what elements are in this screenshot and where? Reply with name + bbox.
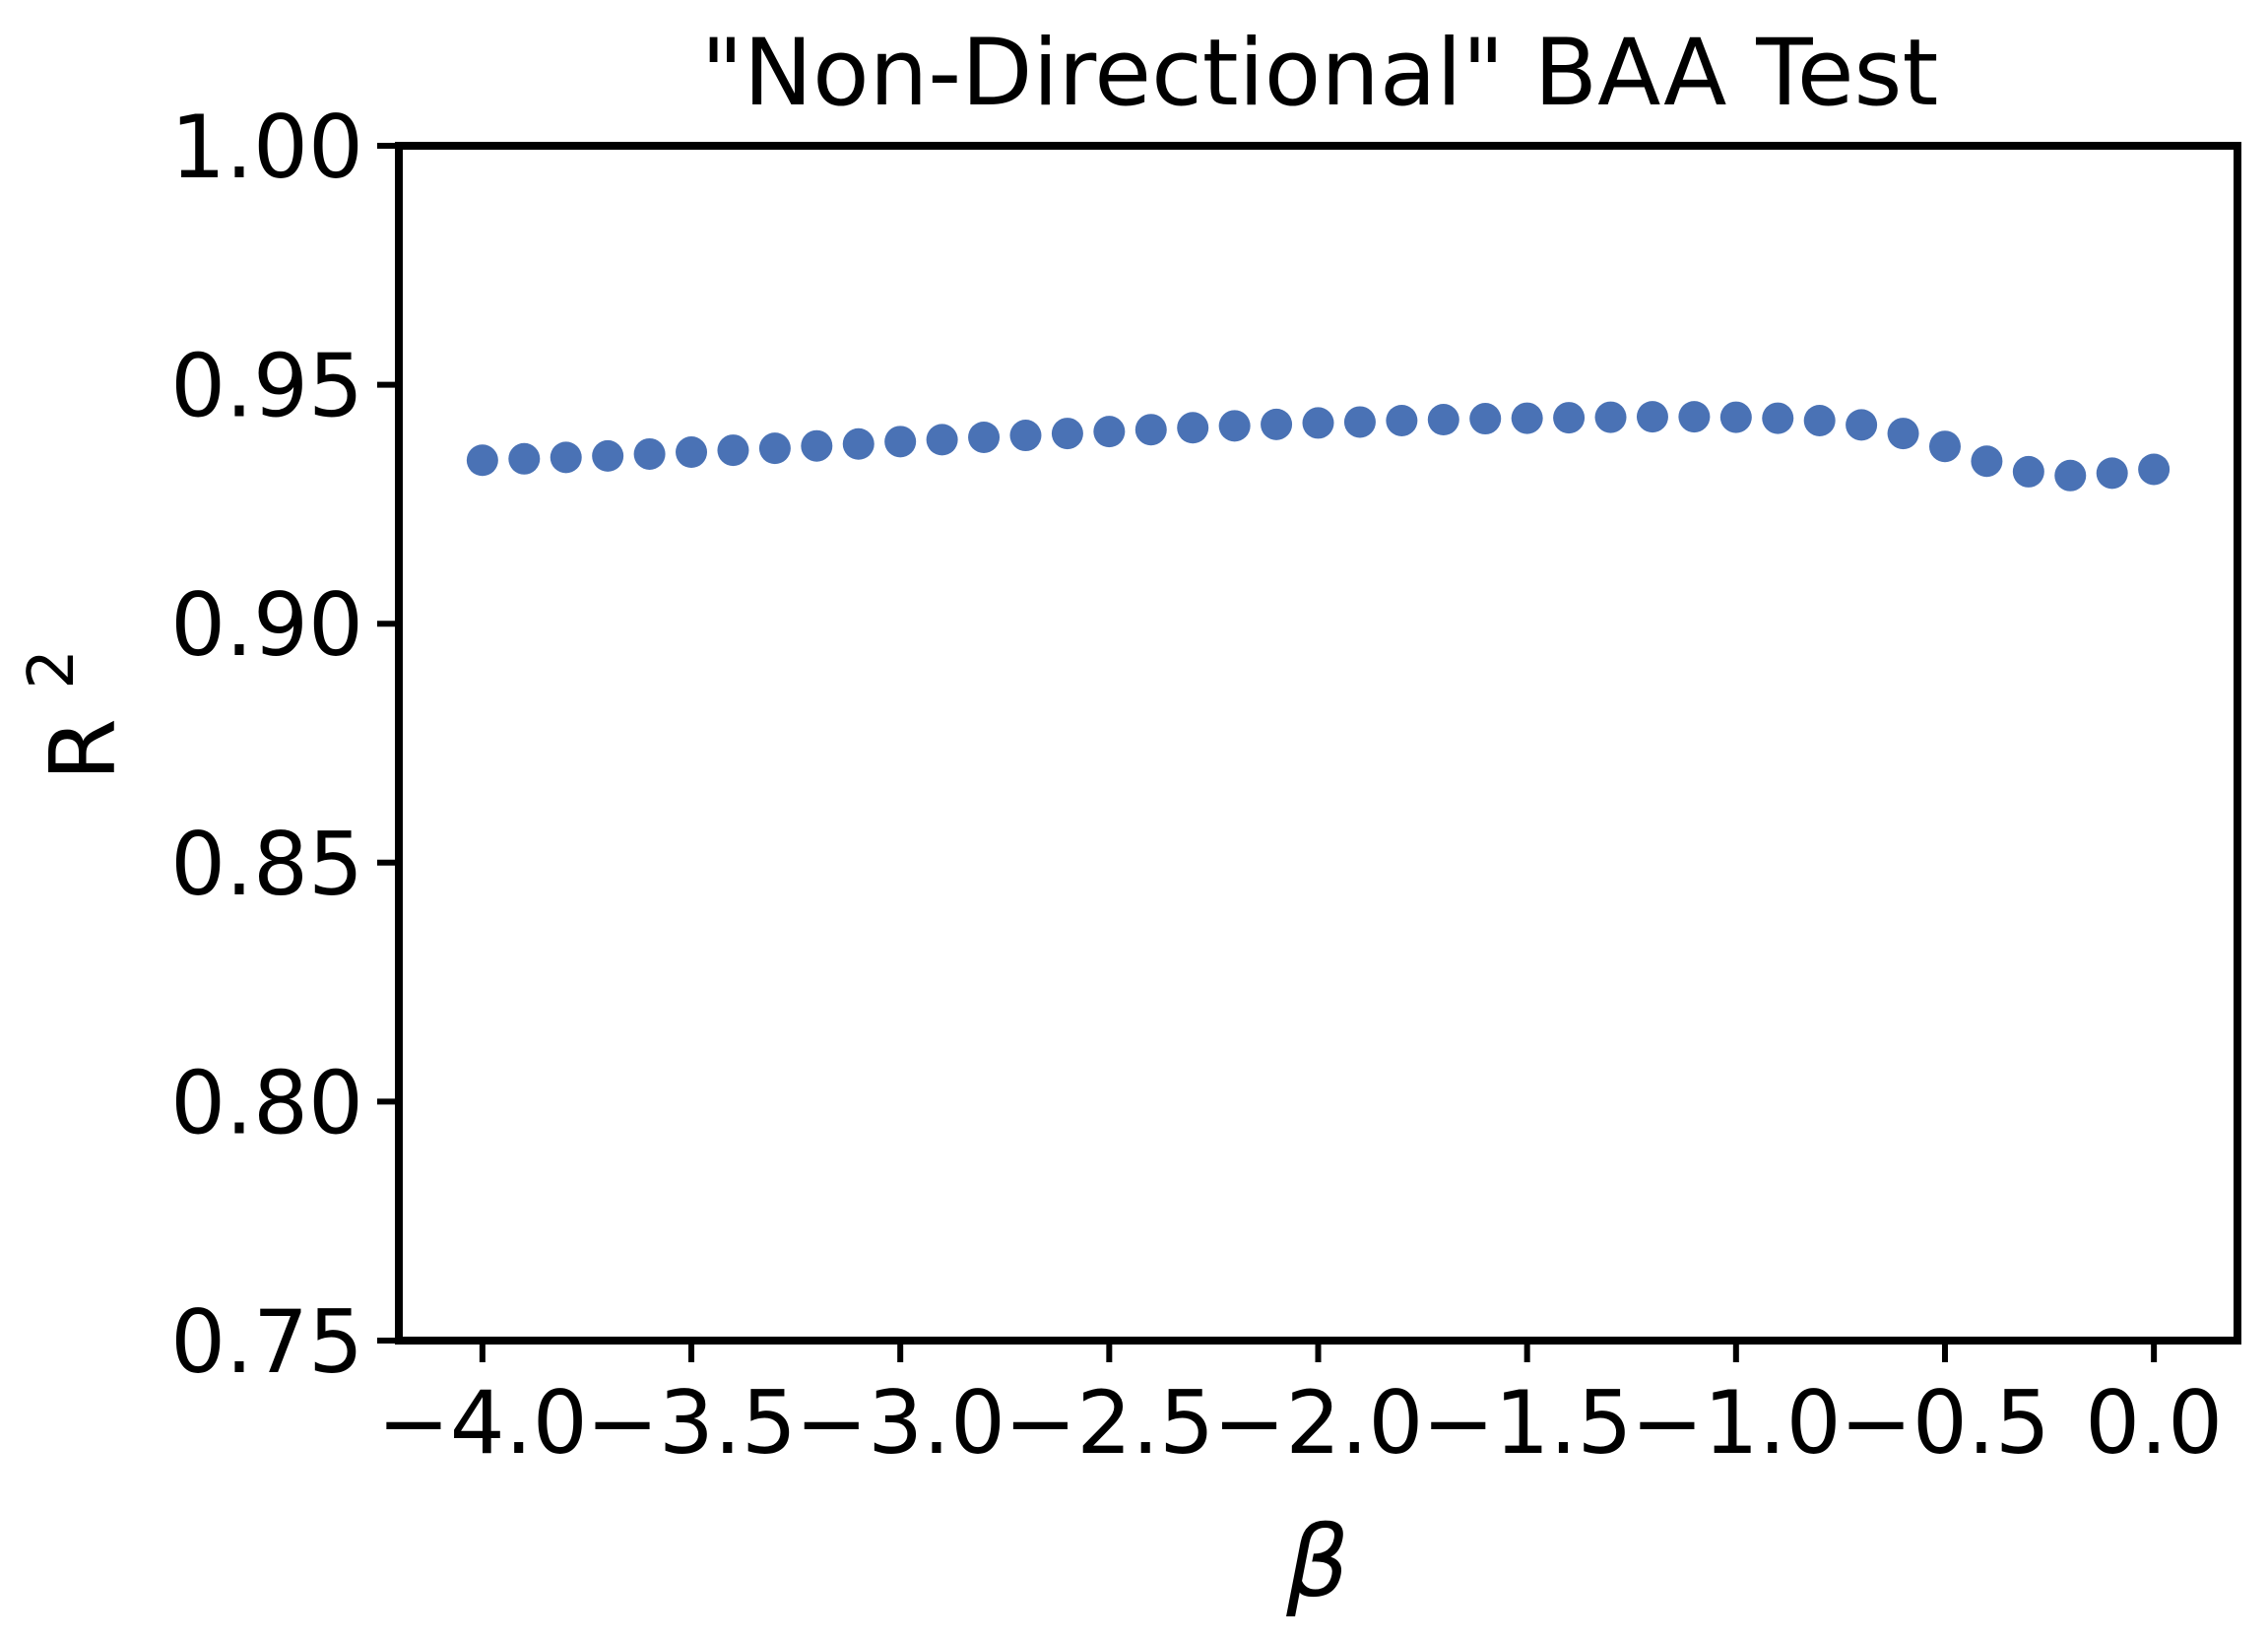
data-point (2012, 455, 2044, 488)
data-point (842, 427, 875, 460)
data-point (676, 436, 708, 469)
data-point (592, 439, 624, 472)
data-point (1009, 420, 1042, 452)
y-axis-label: R 2 (16, 649, 136, 781)
data-point (2054, 459, 2087, 492)
x-tick-label: −1.0 (1631, 1372, 1842, 1474)
data-point (1134, 414, 1167, 446)
data-point (1386, 404, 1418, 436)
data-point (1511, 402, 1543, 434)
data-point (466, 444, 498, 477)
data-point (1218, 410, 1251, 442)
data-point (1594, 401, 1627, 433)
y-tick-label: 1.00 (170, 97, 363, 198)
y-axis-ticks: 0.75 0.80 0.85 0.90 0.95 1.00 (170, 97, 399, 1393)
data-point (1553, 402, 1586, 434)
data-point (2138, 453, 2171, 486)
x-tick-label: −3.5 (586, 1372, 797, 1474)
data-point (1261, 408, 1293, 440)
data-point (1762, 402, 1794, 434)
data-points (466, 401, 2171, 492)
data-point (1971, 445, 2003, 478)
data-point (1719, 401, 1752, 433)
data-point (1302, 407, 1334, 439)
y-tick-label: 0.80 (170, 1052, 363, 1153)
data-point (1928, 430, 1961, 463)
x-tick-label: −0.5 (1840, 1372, 2050, 1474)
data-point (1678, 401, 1711, 433)
plot-frame (395, 142, 2241, 1345)
x-axis-ticks: −4.0−3.5−3.0−2.5−2.0−1.5−1.0−0.5 0.0 (377, 1341, 2223, 1474)
x-tick-label: −2.5 (1004, 1372, 1214, 1474)
data-point (633, 437, 666, 470)
data-point (717, 434, 749, 467)
data-point (1846, 409, 1878, 441)
x-tick-label: 0.0 (2085, 1372, 2223, 1474)
y-tick-label: 0.90 (170, 574, 363, 676)
data-point (1427, 404, 1459, 436)
x-tick-label: −1.5 (1422, 1372, 1633, 1474)
data-point (1636, 401, 1668, 433)
x-tick-label: −4.0 (377, 1372, 588, 1474)
svg-text:R 2: R 2 (16, 649, 136, 781)
y-tick-label: 0.85 (170, 814, 363, 915)
x-axis-label: β (1285, 1504, 1349, 1619)
data-point (2096, 457, 2128, 490)
data-point (1343, 406, 1376, 438)
data-point (550, 441, 582, 474)
data-point (801, 429, 833, 462)
data-point (1177, 412, 1209, 444)
data-point (1469, 403, 1502, 435)
data-point (1093, 416, 1126, 448)
y-tick-label: 0.75 (170, 1291, 363, 1393)
data-point (758, 432, 791, 465)
data-point (926, 424, 958, 456)
data-point (968, 421, 1001, 453)
data-point (1051, 418, 1083, 450)
x-tick-label: −3.0 (795, 1372, 1005, 1474)
y-axis-label-base: R (31, 718, 136, 781)
data-point (1803, 404, 1836, 436)
data-point (508, 442, 541, 475)
y-tick-label: 0.95 (170, 336, 363, 437)
chart-title: "Non-Directional" BAA Test (701, 20, 1939, 127)
y-axis-label-superscript: 2 (16, 649, 89, 689)
data-point (884, 426, 917, 458)
data-point (1887, 418, 1919, 450)
x-tick-label: −2.0 (1213, 1372, 1424, 1474)
